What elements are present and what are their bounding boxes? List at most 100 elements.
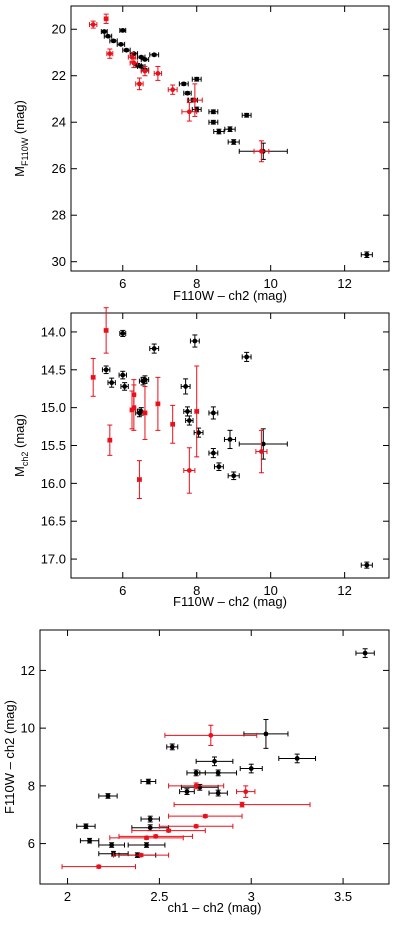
series-red [61, 724, 311, 870]
y-axis-label-main: M [12, 466, 27, 477]
x-tick-label: 6 [119, 276, 126, 291]
y-tick-label: 15.0 [41, 400, 66, 415]
y-tick-label: 14.5 [41, 362, 66, 377]
data-point [103, 307, 109, 354]
x-tick-label: 2.5 [150, 889, 168, 904]
data-point [173, 801, 311, 808]
data-point [136, 460, 142, 499]
data-marker [186, 468, 192, 473]
data-marker [87, 838, 92, 844]
y-tick-label: 16.0 [41, 476, 66, 491]
data-marker [194, 409, 200, 414]
series-black [101, 329, 373, 569]
data-point [239, 763, 263, 774]
data-point [167, 84, 178, 95]
data-point [142, 385, 148, 440]
data-point [109, 38, 118, 44]
y-tick-label: 22 [52, 68, 66, 83]
data-point [76, 823, 96, 830]
x-tick-label: 10 [263, 583, 277, 598]
y-tick-label: 20 [52, 22, 66, 37]
data-marker [144, 842, 149, 848]
data-marker [244, 112, 250, 118]
plot-frame [70, 5, 390, 272]
data-point [178, 81, 189, 87]
data-point [166, 743, 179, 751]
data-point [131, 824, 170, 832]
data-marker [153, 833, 159, 839]
data-marker [107, 51, 113, 57]
data-marker [210, 410, 216, 416]
data-point [243, 718, 289, 749]
data-marker [151, 52, 157, 58]
data-point [155, 376, 161, 431]
x-axis-label: F110W – ch2 (mag) [173, 288, 287, 303]
data-point [179, 788, 195, 796]
data-point [119, 329, 127, 337]
data-point [213, 462, 224, 471]
data-marker [227, 126, 233, 132]
data-marker [216, 464, 222, 470]
data-point [208, 406, 219, 420]
data-point [101, 365, 111, 375]
y-tick-label: 16.5 [41, 514, 66, 529]
data-point [183, 447, 196, 494]
data-marker [103, 328, 109, 333]
data-point [153, 65, 163, 81]
data-marker [181, 81, 187, 87]
y-tick-label: 6 [28, 836, 35, 851]
x-tick-label: 12 [337, 583, 351, 598]
data-marker [259, 449, 264, 454]
data-marker [192, 338, 198, 344]
data-point [168, 813, 243, 819]
y-tick-label: 28 [52, 208, 66, 223]
data-marker [193, 823, 199, 829]
data-marker [124, 47, 129, 53]
data-marker [193, 783, 199, 789]
data-point [127, 842, 166, 848]
data-point [135, 77, 144, 91]
data-point [236, 785, 256, 798]
data-marker [362, 650, 368, 656]
data-point [140, 56, 150, 62]
y-axis-label-unit: (mag) [12, 414, 27, 452]
data-point [129, 51, 139, 57]
data-point [253, 140, 270, 163]
data-point [140, 375, 150, 384]
x-tick-label: 8 [193, 276, 200, 291]
data-point [90, 357, 96, 397]
y-tick-label: 12 [21, 663, 35, 678]
data-point [224, 126, 236, 133]
data-point [118, 833, 193, 839]
data-point [181, 101, 198, 122]
data-marker [138, 852, 144, 858]
data-marker [142, 377, 148, 383]
chart-panel-2: 6 8 10 12 14.0 14.5 15.0 15.5 16.0 16.5 17.0 F110W … [12, 307, 390, 609]
data-marker [142, 68, 148, 74]
data-marker [120, 372, 126, 378]
data-marker [147, 825, 153, 831]
data-point [135, 408, 144, 418]
data-marker [186, 109, 192, 115]
data-marker [107, 437, 113, 443]
data-point [120, 382, 129, 391]
data-point [61, 864, 137, 870]
data-point [100, 29, 108, 35]
data-point [79, 837, 100, 844]
data-marker [137, 477, 142, 482]
data-point [98, 842, 125, 848]
series-red [88, 13, 270, 163]
data-point [112, 852, 170, 858]
data-marker [145, 779, 151, 784]
data-marker [109, 380, 115, 386]
data-marker [118, 41, 124, 47]
data-point [103, 33, 113, 39]
data-marker [231, 473, 237, 479]
data-point [149, 52, 160, 58]
data-point [129, 57, 139, 69]
data-marker [103, 367, 109, 373]
data-marker [227, 437, 233, 442]
data-marker [212, 758, 217, 764]
data-marker [239, 802, 245, 808]
